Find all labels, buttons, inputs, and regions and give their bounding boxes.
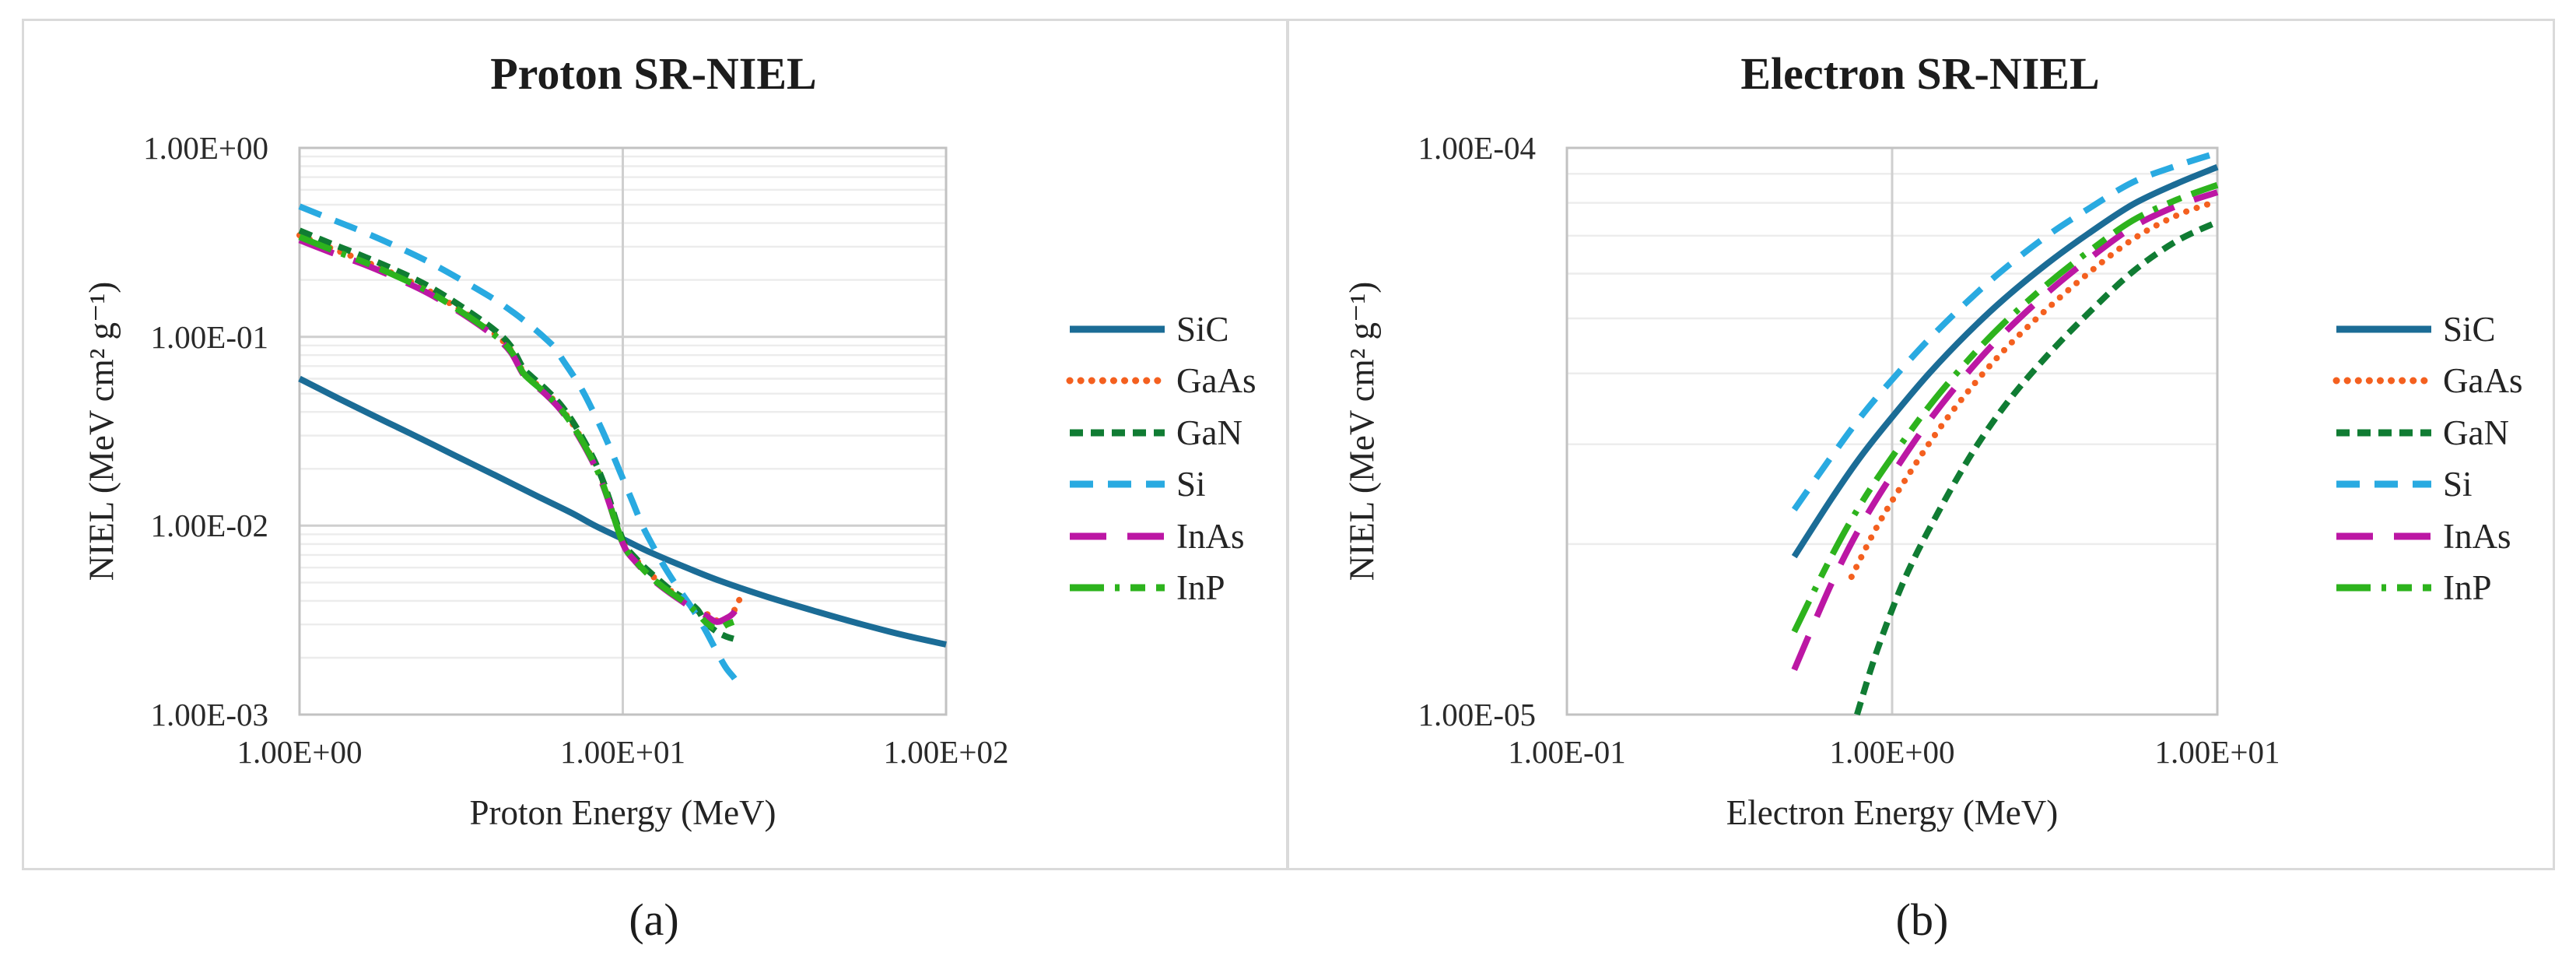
x-tick-label: 1.00E-01: [1508, 734, 1626, 770]
legend-label-inas: InAs: [1176, 516, 1245, 556]
legend-key-sic: [1070, 325, 1165, 333]
legend-label-gan: GaN: [2443, 413, 2509, 452]
legend-label-gaas: GaAs: [2443, 361, 2523, 401]
legend-key-gaas: [1066, 377, 1169, 385]
y-tick-label: 1.00E-02: [150, 508, 268, 544]
x-tick-label: 1.00E+00: [237, 734, 363, 770]
legend-key-si: [1070, 480, 1165, 488]
legend-label-sic: SiC: [1176, 310, 1229, 349]
x-tick-label: 1.00E+00: [1829, 734, 1955, 770]
y-tick-label: 1.00E+00: [143, 130, 268, 166]
caption-a: (a): [629, 894, 679, 945]
legend-label-sic: SiC: [2443, 310, 2496, 349]
inp-series-curve: [298, 234, 735, 632]
y-tick-label: 1.00E-05: [1418, 697, 1536, 732]
gan-series-curve: [1854, 219, 2219, 716]
legend-label-gan: GaN: [1176, 413, 1242, 452]
legend-label-gaas: GaAs: [1176, 361, 1256, 401]
legend-key-gan: [2336, 429, 2431, 437]
legend-label-inas: InAs: [2443, 516, 2511, 556]
legend-key-inp: [1070, 584, 1165, 592]
legend-label-inp: InP: [2443, 568, 2492, 607]
legend-label-si: Si: [1176, 465, 1206, 504]
legend-label-inp: InP: [1176, 568, 1225, 607]
electron-chart-title: Electron SR-NIEL: [1740, 48, 2100, 99]
legend-key-inas: [2336, 532, 2431, 540]
legend-key-gaas: [2332, 377, 2435, 385]
gaas-series-curve: [1848, 198, 2220, 581]
legend-key-inas: [1070, 532, 1165, 540]
proton-chart-title: Proton SR-NIEL: [490, 48, 817, 99]
plot-border: [1565, 146, 2219, 716]
plot-border: [298, 146, 948, 716]
proton-x-axis-title: Proton Energy (MeV): [469, 793, 776, 832]
y-tick-label: 1.00E-01: [150, 318, 268, 355]
inas-series-curve: [1791, 189, 2219, 671]
x-tick-label: 1.00E+01: [2154, 734, 2280, 770]
x-tick-label: 1.00E+01: [560, 734, 685, 770]
legend-label-si: Si: [2443, 465, 2473, 504]
legend-key-sic: [2336, 325, 2431, 333]
sic-series-curve: [1791, 163, 2219, 559]
sic-series-curve: [298, 375, 947, 648]
electron-y-axis-title: NIEL (MeV cm² g⁻¹): [1342, 281, 1382, 581]
si-series-curve: [1791, 149, 2219, 511]
electron-plot-area: [1565, 146, 2220, 716]
electron-x-axis-title: Electron Energy (MeV): [1726, 793, 2059, 832]
y-tick-label: 1.00E-03: [150, 697, 268, 732]
si-series-curve: [298, 203, 741, 687]
y-tick-label: 1.00E-04: [1418, 130, 1536, 166]
caption-b: (b): [1895, 894, 1949, 945]
legend-key-si: [2336, 480, 2431, 488]
proton-plot-area: [296, 146, 948, 716]
inp-series-curve: [1791, 181, 2219, 634]
legend-key-gan: [1070, 429, 1165, 437]
x-tick-label: 1.00E+02: [883, 734, 1009, 770]
panel-divider: [1286, 19, 1289, 870]
legend-key-inp: [2336, 584, 2431, 592]
